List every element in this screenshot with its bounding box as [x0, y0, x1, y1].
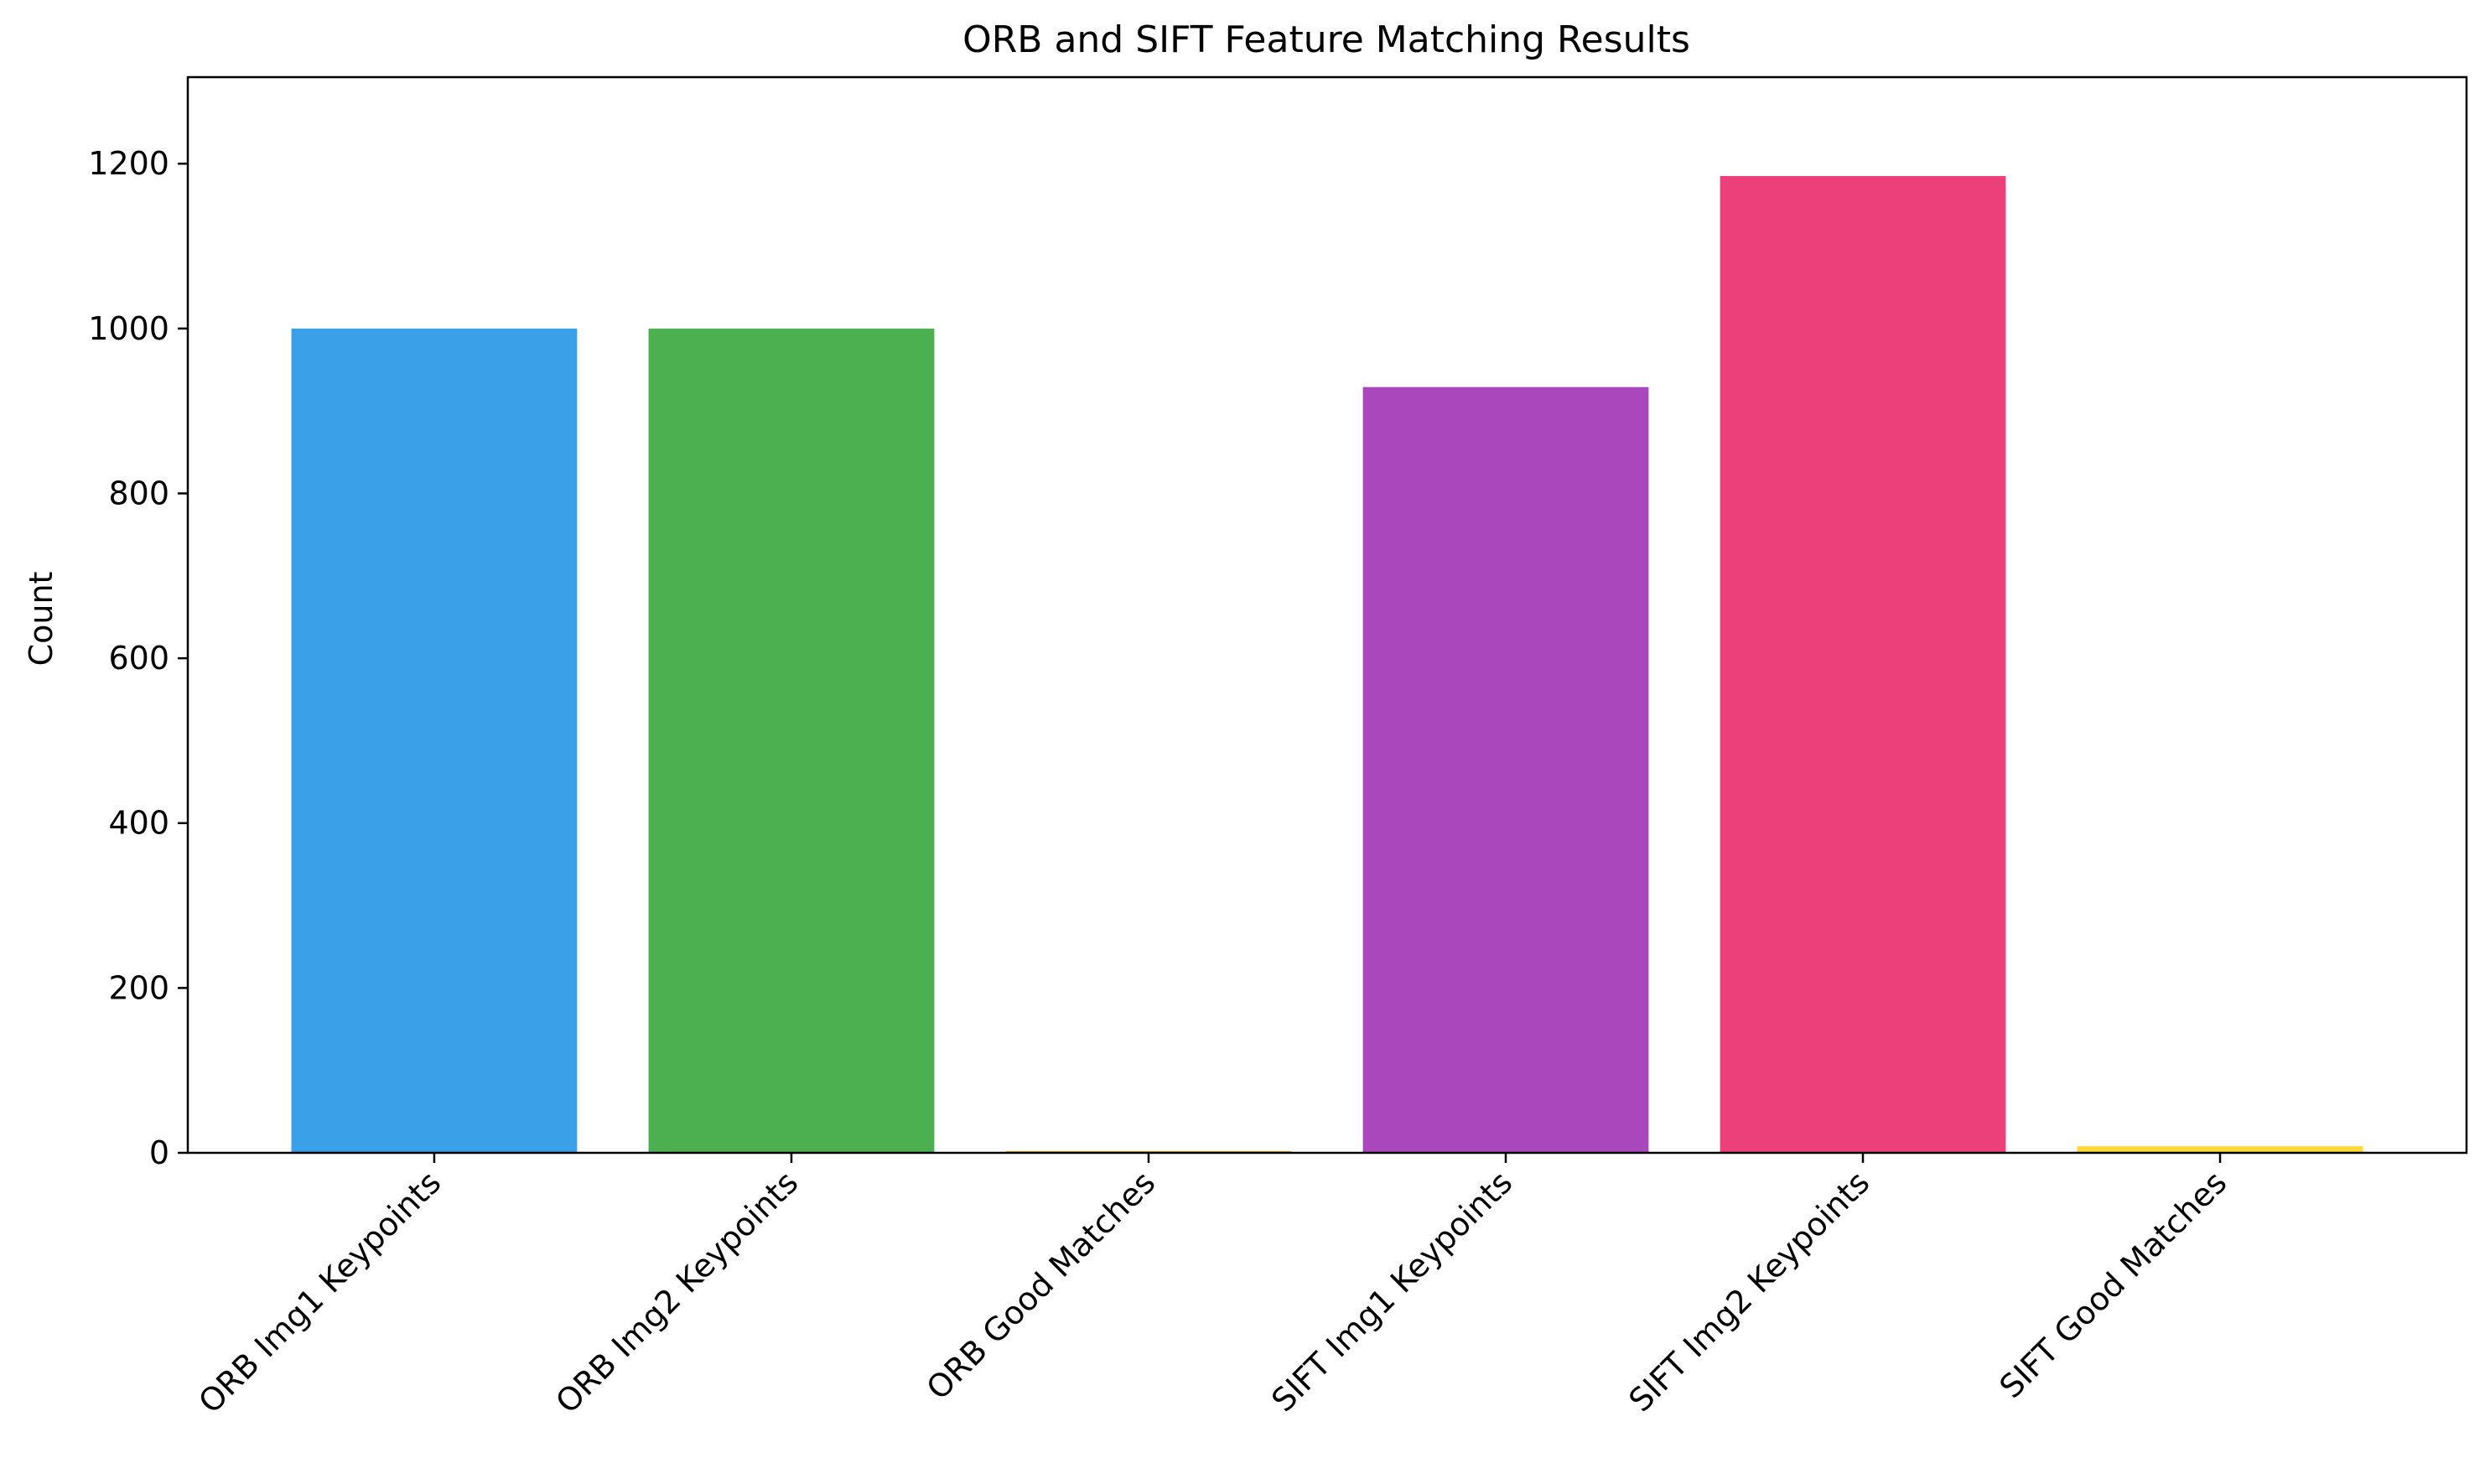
- y-tick-label: 200: [108, 969, 169, 1006]
- bar-4: [1362, 387, 1649, 1153]
- y-tick-label: 800: [108, 475, 169, 511]
- plot-frame: [186, 75, 2468, 1155]
- y-tick-label: 400: [108, 805, 169, 842]
- chart-title: ORB and SIFT Feature Matching Results: [962, 18, 1690, 61]
- y-tick-label: 600: [108, 640, 169, 677]
- bar-2: [648, 328, 935, 1153]
- y-axis: 0 200 400 600 800 1000 1200: [88, 145, 188, 1171]
- y-tick-label: 1200: [88, 145, 169, 182]
- bar-1: [291, 328, 578, 1153]
- bar-6: [2077, 1146, 2363, 1153]
- bars-layer: [291, 175, 2363, 1153]
- y-tick-label: 1000: [88, 310, 169, 347]
- bar-5: [1720, 175, 2006, 1153]
- y-axis-label: Count: [23, 572, 60, 667]
- y-tick-label: 0: [149, 1134, 169, 1171]
